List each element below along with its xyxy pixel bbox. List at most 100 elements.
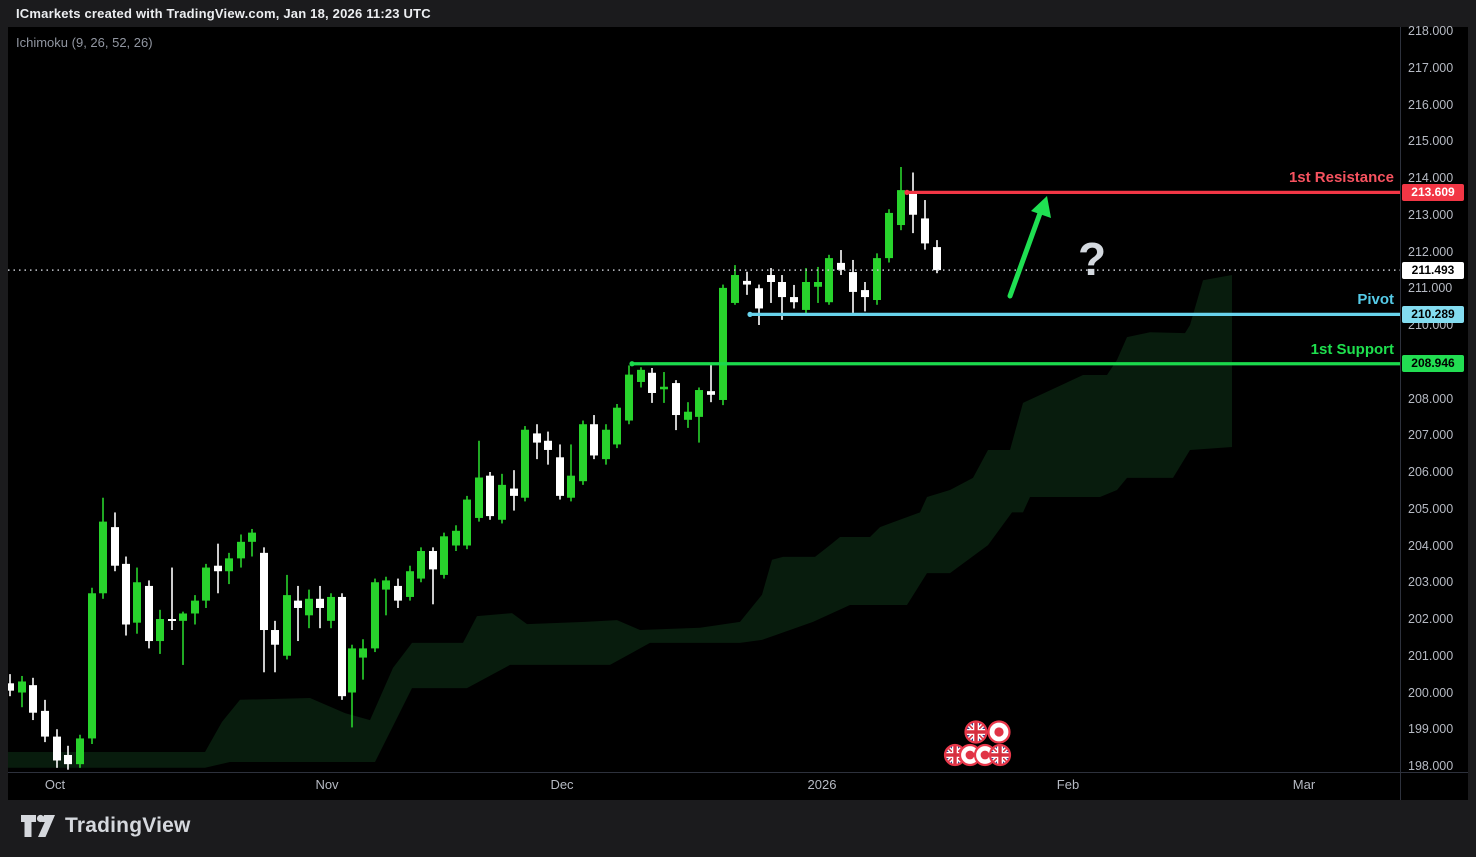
candle-bullish[interactable]	[498, 485, 506, 520]
candlestick-chart[interactable]	[0, 0, 1476, 857]
candle-bullish[interactable]	[202, 568, 210, 601]
candle-bullish[interactable]	[660, 387, 668, 390]
time-tick-label-nov: Nov	[315, 777, 338, 792]
candle-bullish[interactable]	[452, 531, 460, 546]
candle-bearish[interactable]	[510, 489, 518, 496]
candle-bullish[interactable]	[731, 275, 739, 303]
candle-bearish[interactable]	[394, 586, 402, 601]
up-arrow-annotation[interactable]	[1010, 205, 1043, 296]
price-tick-label: 217.000	[1408, 61, 1468, 75]
candle-bullish[interactable]	[897, 190, 905, 225]
candle-bearish[interactable]	[849, 272, 857, 292]
candle-bearish[interactable]	[294, 601, 302, 608]
candle-bullish[interactable]	[579, 424, 587, 481]
price-tick-label: 204.000	[1408, 539, 1468, 553]
candle-bullish[interactable]	[382, 580, 390, 589]
candle-bearish[interactable]	[168, 619, 176, 621]
candle-bullish[interactable]	[283, 595, 291, 656]
candle-bullish[interactable]	[133, 582, 141, 622]
candle-bullish[interactable]	[567, 476, 575, 498]
time-tick-label-feb: Feb	[1057, 777, 1079, 792]
candle-bearish[interactable]	[544, 441, 552, 450]
tradingview-logo[interactable]: TradingView	[20, 812, 191, 840]
candle-bullish[interactable]	[191, 601, 199, 614]
level-label-1st-support[interactable]: 1st Support	[1311, 341, 1394, 358]
candle-bullish[interactable]	[348, 648, 356, 692]
candle-bearish[interactable]	[316, 599, 324, 608]
candle-bearish[interactable]	[145, 586, 153, 641]
candle-bullish[interactable]	[156, 619, 164, 641]
candle-bearish[interactable]	[271, 630, 279, 645]
candle-bearish[interactable]	[672, 383, 680, 415]
price-tick-label: 199.000	[1408, 722, 1468, 736]
candle-bullish[interactable]	[873, 258, 881, 300]
candle-bullish[interactable]	[463, 500, 471, 546]
candle-bearish[interactable]	[778, 282, 786, 297]
candle-bullish[interactable]	[406, 571, 414, 597]
left-margin	[0, 27, 8, 800]
candle-bearish[interactable]	[338, 597, 346, 696]
candle-bullish[interactable]	[602, 430, 610, 459]
candle-bearish[interactable]	[767, 275, 775, 282]
candle-bullish[interactable]	[237, 542, 245, 559]
candle-bullish[interactable]	[99, 522, 107, 594]
candle-bullish[interactable]	[802, 282, 810, 310]
candle-bullish[interactable]	[885, 213, 893, 258]
candle-bullish[interactable]	[417, 551, 425, 579]
time-tick-label-oct: Oct	[45, 777, 65, 792]
candle-bullish[interactable]	[179, 613, 187, 620]
candle-bearish[interactable]	[260, 553, 268, 630]
level-line-anchor	[629, 361, 634, 366]
candle-bullish[interactable]	[305, 599, 313, 616]
candle-bullish[interactable]	[359, 648, 367, 657]
candle-bearish[interactable]	[486, 476, 494, 516]
candle-bearish[interactable]	[53, 737, 61, 761]
candle-bullish[interactable]	[637, 370, 645, 382]
candle-bearish[interactable]	[837, 263, 845, 270]
candle-bullish[interactable]	[248, 533, 256, 542]
candle-bearish[interactable]	[743, 281, 751, 285]
candle-bearish[interactable]	[755, 288, 763, 308]
candle-bearish[interactable]	[533, 433, 541, 442]
candle-bearish[interactable]	[41, 711, 49, 737]
candle-bearish[interactable]	[111, 527, 119, 566]
candle-bullish[interactable]	[76, 738, 84, 764]
candle-bullish[interactable]	[225, 558, 233, 571]
candle-bullish[interactable]	[613, 408, 621, 445]
candle-bearish[interactable]	[790, 297, 798, 302]
candle-bearish[interactable]	[64, 755, 72, 764]
candle-bearish[interactable]	[29, 685, 37, 713]
candle-bearish[interactable]	[214, 566, 222, 572]
level-label-pivot[interactable]: Pivot	[1357, 291, 1394, 308]
candle-bullish[interactable]	[521, 430, 529, 498]
right-margin	[1468, 27, 1476, 800]
candle-bearish[interactable]	[556, 457, 564, 496]
candle-bearish[interactable]	[861, 290, 869, 297]
candle-bearish[interactable]	[921, 218, 929, 243]
tradingview-chart-window: ICmarkets created with TradingView.com, …	[0, 0, 1476, 857]
candle-bullish[interactable]	[684, 412, 692, 420]
candle-bullish[interactable]	[814, 282, 822, 287]
candle-bullish[interactable]	[327, 597, 335, 621]
level-label-1st-resistance[interactable]: 1st Resistance	[1289, 169, 1394, 186]
candle-bullish[interactable]	[371, 582, 379, 648]
candle-bearish[interactable]	[909, 193, 917, 215]
time-axis-border	[8, 772, 1468, 773]
price-tick-label: 212.000	[1408, 245, 1468, 259]
candle-bearish[interactable]	[648, 373, 656, 393]
indicator-label[interactable]: Ichimoku (9, 26, 52, 26)	[16, 35, 153, 50]
candle-bullish[interactable]	[475, 478, 483, 518]
candle-bullish[interactable]	[88, 593, 96, 738]
candle-bullish[interactable]	[719, 288, 727, 400]
candle-bullish[interactable]	[440, 536, 448, 575]
candle-bearish[interactable]	[122, 564, 130, 625]
candle-bullish[interactable]	[825, 258, 833, 302]
candle-bearish[interactable]	[933, 247, 941, 270]
candle-bearish[interactable]	[590, 424, 598, 455]
candle-bearish[interactable]	[429, 551, 437, 569]
price-tick-label: 213.000	[1408, 208, 1468, 222]
candle-bullish[interactable]	[695, 390, 703, 417]
candle-bullish[interactable]	[625, 375, 633, 421]
candle-bullish[interactable]	[18, 681, 26, 692]
candle-bearish[interactable]	[707, 391, 715, 395]
